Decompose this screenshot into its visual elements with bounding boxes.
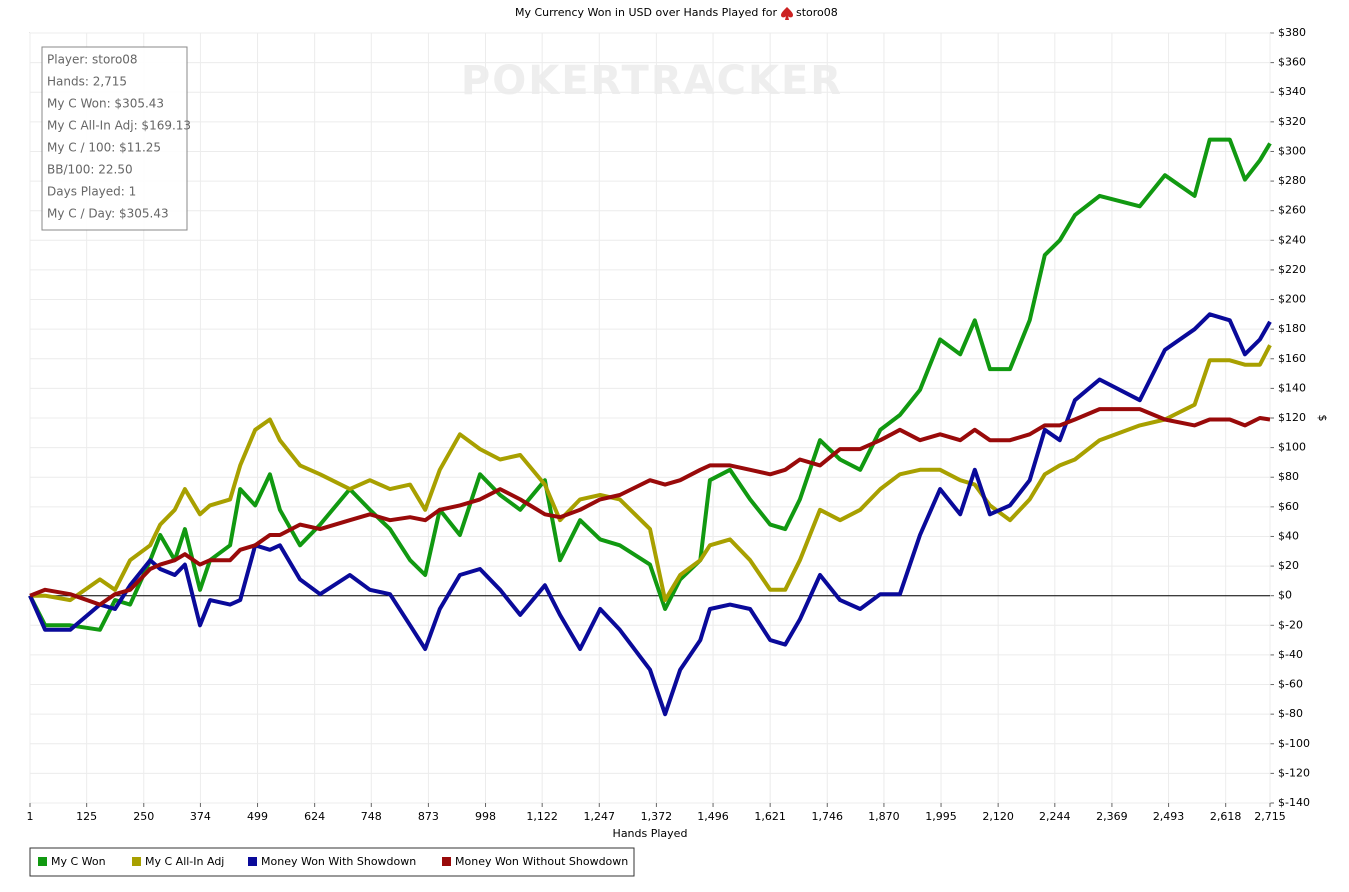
stats-box: [41, 46, 188, 231]
x-tick-label: 499: [247, 810, 268, 823]
legend-swatch: [132, 857, 141, 866]
y-tick-label: $0: [1278, 589, 1292, 602]
y-tick-label: $160: [1278, 352, 1306, 365]
stat-line: My C All-In Adj: $169.13: [47, 119, 191, 133]
x-tick-label: 624: [304, 810, 325, 823]
title-player: storo08: [796, 6, 838, 19]
y-tick-label: $180: [1278, 322, 1306, 335]
y-tick-label: $80: [1278, 470, 1299, 483]
series-line: [29, 407, 1271, 607]
stat-line: My C Won: $305.43: [47, 97, 164, 111]
stat-line: Days Played: 1: [47, 185, 136, 199]
x-tick-label: 1,372: [641, 810, 673, 823]
x-tick-label: 2,120: [982, 810, 1014, 823]
y-tick-label: $260: [1278, 204, 1306, 217]
x-tick-label: 1,870: [868, 810, 900, 823]
y-tick-label: $280: [1278, 174, 1306, 187]
x-axis-label: Hands Played: [613, 827, 688, 840]
y-tick-label: $240: [1278, 233, 1306, 246]
legend-box: [29, 847, 635, 877]
stat-line: Hands: 2,715: [47, 75, 127, 89]
y-tick-label: $100: [1278, 441, 1306, 454]
legend-label: Money Won With Showdown: [261, 855, 416, 868]
x-tick-label: 998: [475, 810, 496, 823]
y-tick-label: $220: [1278, 263, 1306, 276]
x-tick-label: 1,247: [584, 810, 616, 823]
y-tick-label: $20: [1278, 559, 1299, 572]
x-tick-label: 2,715: [1254, 810, 1286, 823]
y-tick-label: $-80: [1278, 707, 1303, 720]
series-line: [28, 137, 1272, 632]
y-tick-label: $200: [1278, 293, 1306, 306]
stat-line: My C / 100: $11.25: [47, 141, 161, 155]
y-tick-label: $340: [1278, 85, 1306, 98]
y-tick-label: $-120: [1278, 766, 1310, 779]
x-tick-label: 1: [27, 810, 34, 823]
y-tick-label: $-20: [1278, 618, 1303, 631]
x-tick-label: 1,122: [526, 810, 558, 823]
x-tick-label: 374: [190, 810, 211, 823]
x-tick-label: 2,244: [1039, 810, 1071, 823]
series-line: [30, 344, 1272, 603]
x-tick-label: 1,746: [812, 810, 844, 823]
y-tick-label: $-40: [1278, 648, 1303, 661]
stat-line: BB/100: 22.50: [47, 163, 133, 177]
x-tick-label: 1,496: [697, 810, 729, 823]
y-tick-label: $300: [1278, 144, 1306, 157]
x-tick-label: 1,995: [925, 810, 957, 823]
y-tick-label: $120: [1278, 411, 1306, 424]
x-tick-label: 1,621: [754, 810, 786, 823]
y-tick-label: $60: [1278, 500, 1299, 513]
legend-swatch: [38, 857, 47, 866]
series-line: [28, 312, 1272, 717]
y-tick-label: $140: [1278, 381, 1306, 394]
x-tick-label: 748: [361, 810, 382, 823]
stat-line: Player: storo08: [47, 53, 138, 67]
legend-swatch: [248, 857, 257, 866]
spade-icon: [781, 7, 793, 20]
legend-label: My C Won: [51, 855, 106, 868]
x-tick-label: 2,493: [1153, 810, 1185, 823]
x-tick-label: 873: [418, 810, 439, 823]
y-tick-label: $320: [1278, 115, 1306, 128]
legend-label: My C All-In Adj: [145, 855, 224, 868]
x-tick-label: 250: [133, 810, 154, 823]
x-tick-label: 125: [76, 810, 97, 823]
x-tick-label: 2,618: [1210, 810, 1242, 823]
legend-label: Money Won Without Showdown: [455, 855, 628, 868]
y-tick-label: $360: [1278, 56, 1306, 69]
y-tick-label: $380: [1278, 26, 1306, 39]
y-tick-label: $-100: [1278, 737, 1310, 750]
y-axis-label: $: [1316, 415, 1329, 422]
y-tick-label: $-140: [1278, 796, 1310, 809]
chart-title: My Currency Won in USD over Hands Played…: [515, 6, 778, 19]
stat-line: My C / Day: $305.43: [47, 207, 169, 221]
watermark: POKERTRACKER: [461, 58, 843, 104]
y-tick-label: $-60: [1278, 678, 1303, 691]
legend-swatch: [442, 857, 451, 866]
y-tick-label: $40: [1278, 529, 1299, 542]
x-tick-label: 2,369: [1096, 810, 1128, 823]
